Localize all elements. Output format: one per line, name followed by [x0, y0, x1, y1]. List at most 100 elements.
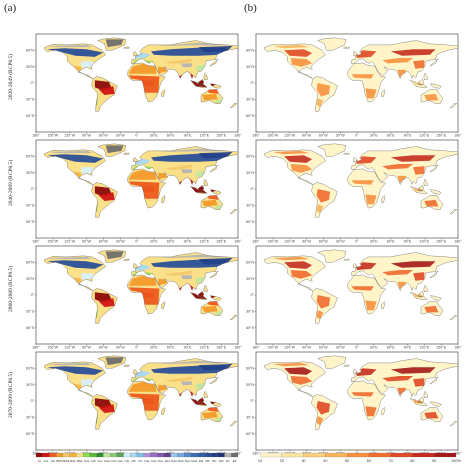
coastline-indonesia	[409, 291, 428, 301]
lat-tick-label: 30°N	[246, 383, 254, 387]
region-africa-sahel	[351, 286, 374, 291]
coastline-greenland	[97, 355, 127, 369]
lon-tick-label: 30°E	[150, 240, 158, 244]
coastline-north-america	[44, 255, 106, 291]
region-tropical-monsoon	[98, 404, 115, 413]
lon-tick-label: 180°	[454, 452, 462, 456]
coastline-africa	[127, 62, 166, 103]
coastline-madagascar	[161, 89, 166, 97]
legend-class-label: Cfb	[131, 459, 136, 463]
coastline-greenland	[317, 249, 347, 263]
legend-class-label: Dsd	[165, 459, 171, 463]
region-australia-se	[215, 310, 222, 316]
region-patagonia	[97, 315, 102, 323]
region-siberia-east	[198, 152, 233, 159]
legend-class-label: Dwc	[185, 459, 191, 463]
region-africa-south	[365, 406, 377, 417]
region-patagonia	[97, 103, 102, 111]
region-africa-south	[365, 300, 377, 311]
legend-class-label: ET	[226, 459, 230, 463]
land-madagascar	[161, 407, 166, 415]
lon-tick-label: 90°E	[404, 346, 412, 350]
coastline-borneo	[198, 184, 204, 192]
region-south-america-low	[316, 204, 324, 214]
region-central-asia-desert	[165, 270, 194, 276]
lat-tick-label: 0°	[31, 187, 35, 191]
lon-tick-label: 150°W	[267, 240, 278, 244]
coastline-scandinavia-island	[123, 258, 130, 261]
lon-tick-label: 90°E	[404, 240, 412, 244]
coastline-scandinavia-island	[123, 152, 130, 155]
coastline-south-america	[311, 394, 338, 430]
lon-tick-label: 120°E	[199, 240, 209, 244]
coastline-indonesia	[409, 185, 428, 195]
legend-class-label: Csb	[91, 459, 97, 463]
lon-tick-label: 30°E	[150, 346, 158, 350]
region-tundra-eurasia	[159, 148, 233, 152]
region-arctic-canada	[272, 256, 310, 261]
lat-tick-label: 30°S	[246, 204, 254, 208]
region-siberia-high	[390, 261, 436, 268]
lon-tick-label: 180°	[454, 134, 462, 138]
legend-class-label: BWk	[63, 459, 70, 463]
lon-tick-label: 180°	[234, 346, 242, 350]
lat-tick-label: 30°S	[246, 416, 254, 420]
legend-swatch	[197, 452, 205, 458]
coastline-scandinavia-island	[123, 364, 130, 367]
climate-map-row-3: 60°N 30°N 0° 30°S 60°S 180° 150°W 120°W 90°W 60°W…	[26, 245, 242, 350]
lat-tick-label: 30°N	[246, 277, 254, 281]
coastline-scandinavia-island	[343, 364, 350, 367]
region-tibet	[180, 63, 192, 68]
lon-tick-label: 90°W	[302, 134, 311, 138]
lon-tick-label: 180°	[234, 240, 242, 244]
legend-tick-label: 30	[301, 459, 305, 463]
lat-tick-label: 0°	[251, 399, 255, 403]
region-europe-high	[355, 262, 377, 270]
lat-tick-label: 30°S	[26, 204, 34, 208]
shading-layer	[47, 357, 233, 429]
land-new-zealand	[230, 209, 237, 214]
lon-tick-label: 90°E	[184, 346, 192, 350]
land-new-guinea	[430, 189, 442, 195]
lon-tick-label: 180°	[32, 346, 40, 350]
lon-tick-label: 30°W	[116, 240, 125, 244]
lon-tick-label: 180°	[454, 240, 462, 244]
coastline-borneo	[418, 78, 424, 86]
region-africa-sahel	[351, 74, 374, 79]
lat-tick-label: 60°S	[246, 220, 254, 224]
land-greenland	[317, 249, 346, 263]
legend-swatch	[69, 452, 77, 458]
coastline-madagascar	[381, 195, 386, 203]
region-south-america-mid	[316, 189, 331, 203]
lon-tick-label: 120°W	[64, 134, 75, 138]
region-australia-se	[215, 416, 222, 422]
region-arctic-canada	[272, 362, 310, 367]
lon-tick-label: 60°E	[387, 240, 395, 244]
legend-class-label: Dfa	[199, 459, 204, 463]
change-map-row-1: 60°N 30°N 0° 30°S 60°S 180° 150°W 120°W 90°W 60°W…	[246, 33, 462, 138]
coastline-japan	[209, 164, 219, 173]
change-map-row-4: 60°N30°N0°30°S60°S180°150°W120°W90°W60°W…	[246, 351, 462, 456]
lon-tick-label: 60°W	[99, 346, 108, 350]
coastline-eurasia	[131, 252, 239, 292]
region-south-america-mid	[316, 401, 331, 415]
coastline-uk	[133, 157, 138, 163]
region-australia-se	[215, 204, 222, 210]
coastline-north-america	[264, 361, 326, 397]
region-australia-north	[207, 407, 219, 412]
coastline-new-guinea	[430, 83, 442, 89]
region-us-temperate	[80, 167, 94, 174]
legend-swatch	[347, 452, 369, 458]
coastline-uk	[353, 157, 358, 163]
lon-tick-label: 180°	[234, 452, 242, 456]
coastline-africa	[127, 168, 166, 209]
legend-swatch	[204, 452, 212, 458]
legend-class-label: Csa	[84, 459, 90, 463]
climate-map-row-1: 60°N 30°N 0° 30°S 60°S 180° 150°W 120°W 90°W 60°W…	[26, 33, 242, 138]
coastline-uk	[133, 263, 138, 269]
lon-tick-label: 150°W	[267, 346, 278, 350]
coastline-africa	[347, 274, 386, 315]
coastline-philippines	[203, 284, 208, 292]
legend-swatch	[83, 452, 90, 458]
coastline-new-zealand	[449, 314, 458, 321]
